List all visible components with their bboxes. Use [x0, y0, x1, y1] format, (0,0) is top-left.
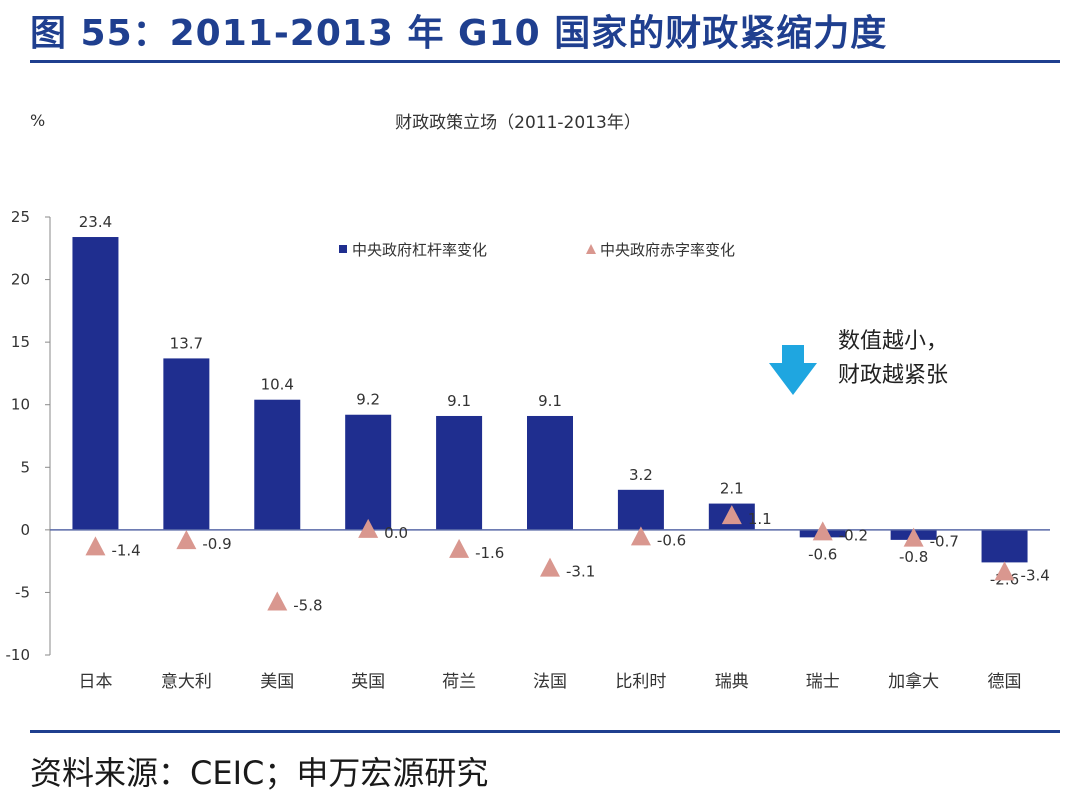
annotation-line-1: 数值越小，: [838, 329, 948, 354]
bar-data-label: 9.1: [447, 392, 471, 410]
triangle-marker: [994, 561, 1015, 581]
bar: [617, 489, 664, 530]
bar-series: 23.413.710.49.29.19.13.22.1-0.6-0.8-2.6: [72, 213, 1028, 588]
triangle-data-label: -3.4: [1021, 566, 1050, 584]
x-tick-label: 英国: [351, 672, 385, 692]
triangle-data-label: -0.9: [202, 535, 231, 553]
y-tick-label: 25: [11, 208, 30, 226]
triangle-data-label: -1.4: [111, 541, 140, 559]
legend-bar-swatch: [339, 245, 347, 253]
x-tick-label: 法国: [533, 672, 567, 692]
bar-data-label: 3.2: [629, 466, 653, 484]
triangle-data-label: 0.0: [384, 524, 408, 542]
x-tick-label: 瑞典: [715, 672, 749, 692]
triangle-data-label: -0.2: [839, 526, 868, 544]
y-tick-label: 10: [11, 396, 30, 414]
triangle-data-label: -5.8: [293, 596, 322, 614]
triangle-data-label: -3.1: [566, 563, 595, 581]
triangle-data-label: 1.1: [748, 510, 772, 528]
triangle-marker: [85, 536, 106, 556]
x-tick-label: 比利时: [615, 672, 666, 692]
triangle-marker: [358, 518, 379, 538]
legend-triangle-label: 中央政府赤字率变化: [600, 241, 735, 259]
triangle-data-label: -0.6: [657, 531, 686, 549]
bar: [254, 399, 301, 530]
bar: [527, 415, 573, 530]
legend: 中央政府杠杆率变化 中央政府赤字率变化: [339, 241, 735, 259]
bar: [436, 415, 483, 530]
triangle-series: -1.4 -0.9 -5.8 0.0 -1.6 -3.1 -0.6 1.1 -0.2 -0.7 -3…: [85, 505, 1050, 614]
bar-data-label: 9.2: [356, 391, 380, 409]
legend-bar-label: 中央政府杠杆率变化: [352, 241, 487, 259]
x-tick-label: 瑞士: [806, 672, 840, 692]
bar-data-label: -0.8: [899, 548, 928, 566]
figure-title: 图 55：2011-2013 年 G10 国家的财政紧缩力度: [30, 13, 888, 54]
y-tick-label: 5: [20, 458, 30, 476]
y-axis-label: %: [30, 111, 45, 130]
bar: [163, 358, 210, 530]
y-tick-label: -10: [6, 646, 31, 664]
y-tick-label: 0: [20, 521, 30, 539]
bar-data-label: 2.1: [720, 480, 744, 498]
bar-data-label: 9.1: [538, 392, 562, 410]
legend-triangle-swatch: [586, 244, 596, 254]
triangle-data-label: -0.7: [930, 533, 959, 551]
triangle-marker: [449, 538, 470, 558]
annotation-line-2: 财政越紧张: [838, 363, 948, 388]
triangle-marker: [176, 530, 197, 550]
triangle-marker: [721, 505, 742, 525]
bar: [981, 529, 1028, 563]
x-axis-labels: 日本 意大利 美国 英国 荷兰 法国 比利时 瑞典 瑞士 加拿大 德国: [78, 671, 1021, 692]
bar-data-label: 10.4: [261, 376, 294, 394]
y-axis: 25 20 15 10 5 0 -5 -10: [6, 208, 51, 664]
y-tick-label: 15: [11, 333, 30, 351]
triangle-marker: [812, 521, 833, 541]
triangle-marker: [540, 557, 560, 577]
title-rule: [30, 60, 1060, 63]
bar-data-label: -0.6: [808, 545, 837, 563]
annotation: 数值越小， 财政越紧张: [769, 329, 948, 395]
x-tick-label: 意大利: [161, 672, 212, 692]
x-tick-label: 加拿大: [888, 671, 939, 692]
triangle-marker: [267, 591, 288, 611]
x-tick-label: 德国: [988, 672, 1022, 692]
fiscal-stance-chart: 财政政策立场（2011-2013年） % 25 20 15 10 5 0 -5 -10 23.…: [6, 111, 1050, 692]
x-tick-label: 日本: [78, 672, 112, 692]
bar: [72, 237, 119, 530]
bar: [345, 414, 392, 530]
x-tick-label: 美国: [260, 672, 294, 692]
bar-data-label: 23.4: [79, 213, 112, 231]
source-rule: [30, 730, 1060, 733]
x-tick-label: 荷兰: [442, 672, 476, 692]
triangle-data-label: -1.6: [475, 544, 504, 562]
source-note: 资料来源：CEIC；申万宏源研究: [30, 754, 489, 792]
chart-title: 财政政策立场（2011-2013年）: [395, 113, 641, 133]
bar-data-label: 13.7: [170, 334, 203, 352]
y-tick-label: -5: [15, 583, 30, 601]
triangle-marker: [903, 527, 924, 547]
triangle-marker: [630, 526, 651, 546]
y-tick-label: 20: [11, 271, 30, 289]
down-arrow-icon: [769, 345, 817, 395]
